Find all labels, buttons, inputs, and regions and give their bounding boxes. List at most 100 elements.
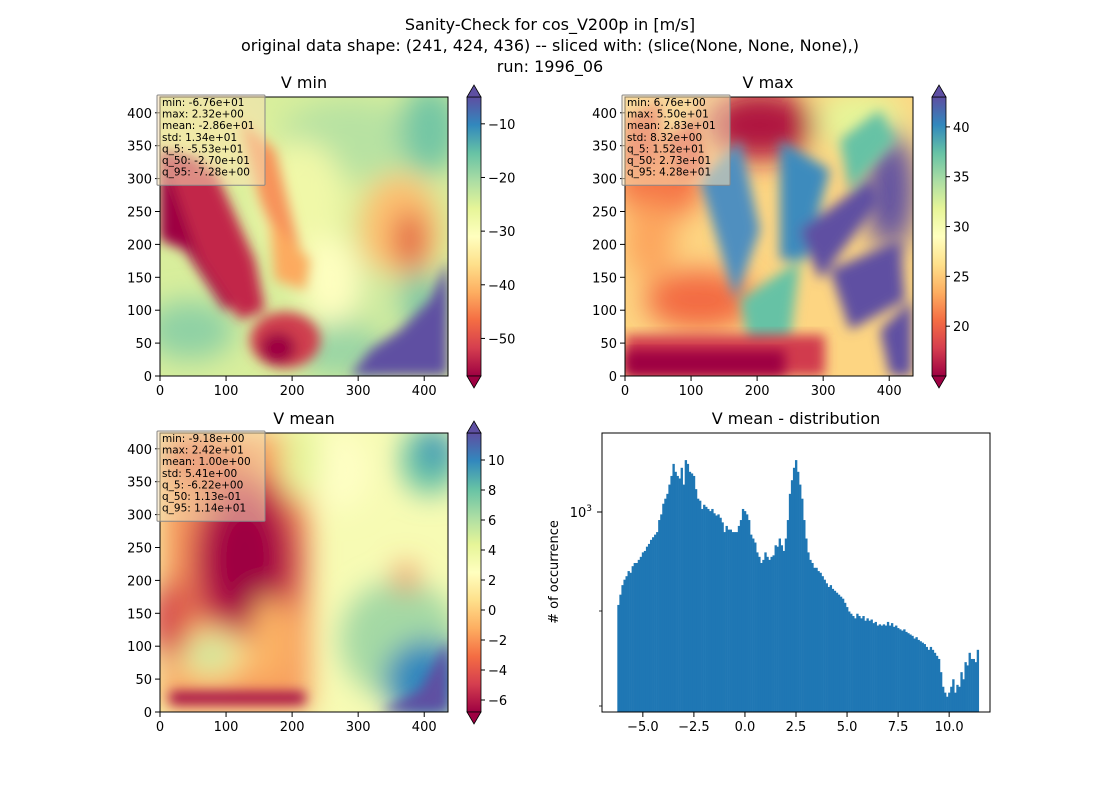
stats-line: q_5: 1.52e+01 (627, 143, 704, 155)
histogram-bar (837, 594, 841, 712)
stats-line: std: 5.41e+00 (162, 468, 237, 480)
colorbar-tick-label: 8 (488, 484, 496, 499)
histogram-bar (668, 484, 671, 712)
histogram-bar (678, 478, 681, 712)
histogram-bar (927, 649, 931, 712)
histogram-bar (907, 633, 910, 712)
histogram-bar (858, 616, 861, 712)
colorbar-tick-label: 0 (488, 604, 496, 619)
histogram-bar (739, 520, 743, 712)
histogram-bar (645, 546, 649, 712)
y-tick-label: 100 (592, 304, 617, 319)
histogram-bar (835, 592, 839, 712)
histogram-bar (788, 493, 792, 712)
histogram-bar (811, 562, 814, 712)
colorbar-extend-top (466, 420, 482, 434)
x-tick-label: 100 (214, 720, 239, 735)
colorbar-gradient (931, 96, 947, 377)
histogram-bar (970, 658, 973, 712)
colorbar-tick-label: −6 (488, 694, 507, 709)
histogram-bar (960, 672, 963, 712)
histogram-bar (807, 552, 810, 712)
x-axis: 0 100 200 300 400 (621, 376, 902, 399)
x-tick-label: 300 (346, 720, 371, 735)
x-tick-label: −2.5 (678, 720, 710, 735)
colorbar-tick-label: 35 (953, 171, 970, 186)
colorbar-tick-label: 40 (953, 121, 970, 136)
histogram-bar (774, 545, 777, 712)
histogram-bar (664, 498, 667, 712)
x-tick-label: 200 (280, 384, 305, 399)
y-tick-label: 0 (144, 370, 152, 385)
histogram-bar (872, 623, 875, 712)
histogram-bar (939, 672, 943, 712)
histogram-bar (929, 646, 933, 712)
histogram-bar (743, 511, 747, 712)
y-tick-label: 0 (144, 706, 152, 721)
histogram-bar (690, 473, 694, 712)
x-tick-label: 400 (412, 384, 437, 399)
histogram-bar (741, 508, 745, 712)
panel-title: V min (281, 73, 327, 92)
colorbar: −50 −40 −30 −20 −10 (466, 84, 515, 389)
histogram-bar (682, 484, 686, 712)
y-tick-label: 150 (592, 271, 617, 286)
histogram-bar (713, 513, 716, 712)
y-tick-label: 300 (127, 509, 152, 524)
histogram-bar (786, 520, 790, 712)
histogram-bar (919, 641, 922, 712)
stats-line: mean: 1.00e+00 (162, 456, 251, 468)
histogram-bar (701, 508, 704, 712)
x-axis: 0 100 200 300 400 (156, 376, 437, 399)
histogram-bar (825, 583, 828, 712)
histogram-bar (917, 639, 920, 712)
histogram-bar (778, 538, 781, 712)
panel-v-mean: V mean (127, 409, 507, 735)
histogram-bar (633, 562, 636, 712)
histogram-bar (882, 624, 886, 712)
y-tick-label: 300 (127, 173, 152, 188)
histogram-bar (684, 460, 688, 712)
panel-histogram: V mean - distribution −5.0 −2.5 0.0 2.5 5.0 7… (547, 409, 991, 735)
histogram-bar (625, 576, 628, 712)
histogram-bar (748, 520, 751, 712)
stats-line: q_50: 1.13e-01 (162, 491, 241, 503)
histogram-bar (958, 686, 961, 712)
colorbar-tick-label: 2 (488, 574, 496, 589)
x-tick-label: 300 (811, 384, 836, 399)
colorbar-gradient (466, 96, 482, 377)
histogram-bar (801, 498, 804, 712)
histogram-bar (841, 598, 845, 712)
histogram-bar (974, 662, 978, 712)
histogram-bar (866, 618, 869, 712)
histogram-bar (899, 629, 902, 712)
histogram-bar (913, 638, 916, 712)
histogram-bar (637, 559, 641, 712)
histogram-bar (639, 556, 643, 712)
y-tick-label: 50 (600, 337, 617, 352)
x-tick-label: 100 (679, 384, 704, 399)
histogram-bar (843, 602, 847, 712)
histogram-bar (972, 658, 975, 712)
stats-box-background (621, 94, 731, 186)
y-tick-label: 150 (127, 607, 152, 622)
histogram-bar (770, 556, 773, 712)
histogram-bar (827, 586, 830, 712)
histogram-bar (623, 579, 626, 712)
x-tick-label: 0 (156, 720, 164, 735)
histogram-bar (905, 631, 908, 712)
histogram-bar (709, 511, 712, 712)
histogram-bar (723, 532, 726, 712)
histogram-bar (784, 538, 788, 712)
histogram-bar (888, 625, 892, 712)
colorbar-tick-label: 20 (953, 320, 970, 335)
histogram-bar (737, 525, 741, 712)
histogram-bar (856, 613, 859, 712)
histogram-bar (886, 621, 890, 712)
histogram-bar (962, 679, 965, 712)
stats-line: q_5: -5.53e+01 (162, 143, 243, 155)
stats-line: std: 8.32e+00 (627, 132, 702, 144)
y-axis-label: # of occurrence (547, 520, 562, 624)
